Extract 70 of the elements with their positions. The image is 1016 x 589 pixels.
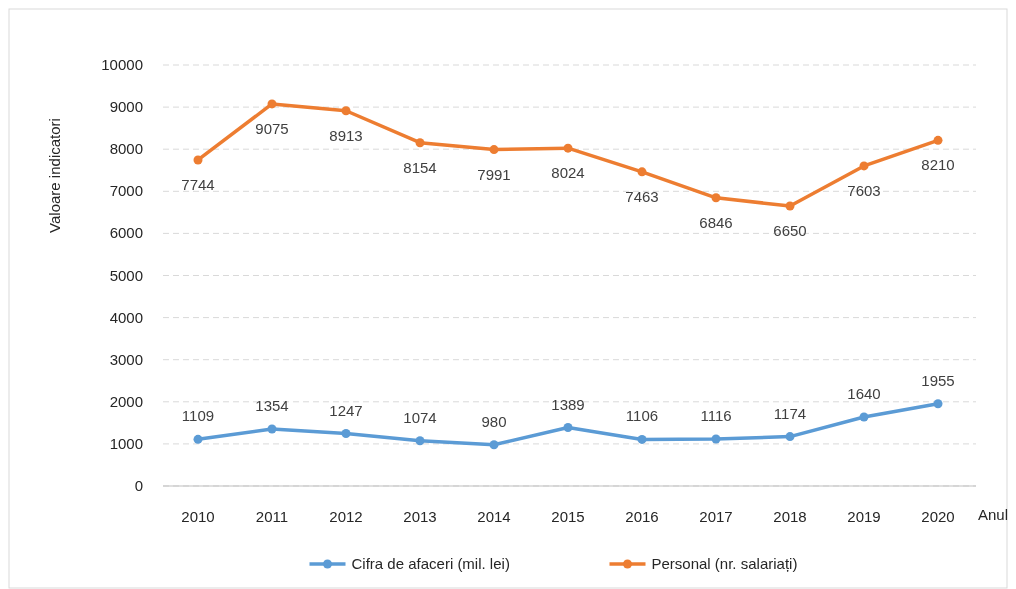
data-label: 7603 (847, 181, 881, 199)
y-axis-title: Valoare indicatori (46, 118, 63, 233)
x-tick-label: 2017 (699, 508, 733, 525)
data-label: 6846 (699, 213, 733, 231)
y-tick-label: 8000 (109, 140, 143, 158)
data-label: 6650 (773, 222, 807, 240)
point (563, 423, 573, 433)
point (637, 167, 647, 177)
x-tick-label: 2018 (773, 508, 807, 525)
data-label: 1354 (255, 397, 289, 414)
data-label: 8024 (551, 164, 585, 182)
point (563, 143, 573, 153)
x-axis-title: Anul (978, 506, 1009, 523)
x-tick-label: 2010 (181, 508, 215, 525)
data-label: 1640 (847, 384, 881, 402)
point (859, 161, 869, 171)
data-label: 7744 (181, 175, 215, 193)
data-label: 1389 (551, 395, 585, 413)
point (415, 138, 425, 148)
point (785, 432, 795, 442)
data-label: 1106 (625, 407, 659, 425)
data-label: 8154 (403, 158, 437, 176)
point (489, 440, 499, 450)
point (711, 434, 721, 444)
point (933, 399, 943, 409)
data-label: 9075 (255, 119, 289, 137)
y-tick-label: 10000 (101, 56, 143, 73)
data-label: 1174 (773, 404, 807, 422)
point (785, 201, 795, 211)
data-label: 8210 (921, 156, 955, 174)
x-tick-label: 2011 (255, 508, 289, 525)
point (267, 424, 277, 434)
data-label: 1955 (921, 371, 955, 389)
y-tick-label: 0 (134, 477, 143, 494)
point (637, 434, 647, 444)
data-label: 1074 (403, 408, 437, 426)
y-tick-label: 5000 (109, 266, 143, 284)
point (415, 436, 425, 446)
y-tick-label: 3000 (109, 350, 143, 368)
x-tick-label: 2019 (847, 508, 881, 525)
x-tick-label: 2016 (625, 508, 659, 525)
x-tick-label: 2013 (403, 508, 437, 525)
y-tick-label: 1000 (109, 434, 143, 452)
legend-label: Personal (nr. salariați) (651, 555, 798, 572)
x-tick-label: 2014 (477, 508, 511, 525)
y-tick-label: 2000 (109, 392, 143, 410)
point (267, 99, 277, 109)
point (193, 155, 203, 165)
data-label: 1247 (329, 401, 363, 419)
data-label: 980 (481, 412, 507, 430)
data-label: 1109 (181, 407, 215, 425)
data-label: 1116 (700, 407, 732, 425)
data-label: 7991 (477, 165, 511, 183)
legend-label: Cifra de afaceri (mil. lei) (351, 555, 510, 572)
y-tick-label: 9000 (109, 98, 143, 116)
y-tick-label: 4000 (109, 308, 143, 326)
x-tick-label: 2012 (329, 508, 363, 525)
x-tick-label: 2015 (551, 508, 585, 525)
y-tick-label: 6000 (109, 224, 143, 242)
point (341, 106, 351, 116)
data-label: 8913 (329, 126, 363, 144)
point (859, 412, 869, 422)
point (711, 193, 721, 203)
y-tick-label: 7000 (109, 182, 143, 200)
point (489, 145, 499, 155)
x-tick-label: 2020 (921, 508, 955, 525)
point (933, 135, 943, 145)
point (341, 429, 351, 438)
point (193, 434, 203, 444)
data-label: 7463 (625, 187, 659, 205)
